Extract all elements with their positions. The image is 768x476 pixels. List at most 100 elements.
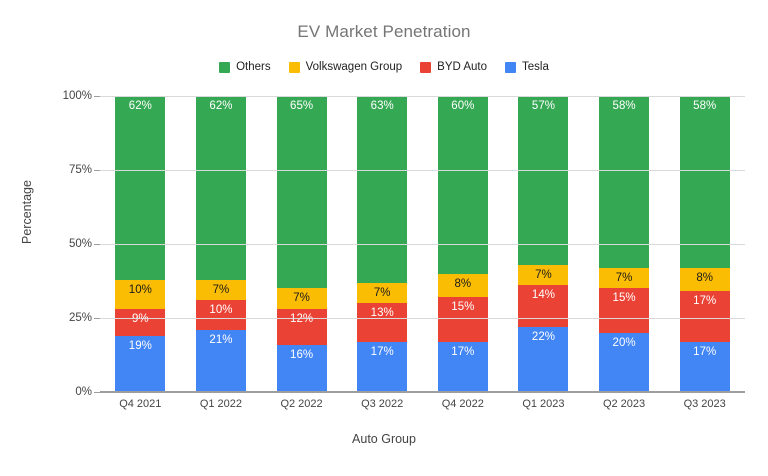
bar-value-label: 8% bbox=[696, 271, 713, 284]
bar-value-label: 15% bbox=[612, 292, 636, 305]
chart-title: EV Market Penetration bbox=[297, 22, 471, 41]
bar-value-label: 14% bbox=[531, 289, 555, 302]
bar-value-label: 8% bbox=[454, 277, 472, 290]
y-axis-tick-mark bbox=[94, 170, 100, 171]
x-axis-tick-label: Q3 2022 bbox=[361, 398, 404, 410]
bar-segment[interactable]: 19% bbox=[115, 335, 166, 392]
bar-segment[interactable]: 16% bbox=[276, 344, 327, 392]
bar-segment[interactable]: 8% bbox=[437, 273, 488, 298]
bar-group[interactable]: 21% 10% 7% 62% bbox=[195, 96, 246, 392]
bar-value-label: 65% bbox=[290, 100, 314, 113]
bar-segment[interactable]: 15% bbox=[599, 288, 650, 333]
x-axis-line bbox=[100, 391, 745, 393]
bar-value-label: 20% bbox=[612, 336, 636, 349]
legend-swatch-icon bbox=[219, 62, 231, 73]
bar-segment[interactable]: 63% bbox=[357, 96, 408, 283]
bar-group[interactable]: 22% 14% 7% 57% bbox=[518, 96, 569, 392]
legend-item-label: Volkswagen Group bbox=[305, 61, 403, 73]
bar-value-label: 22% bbox=[531, 330, 555, 343]
bar-value-label: 15% bbox=[451, 301, 475, 314]
y-axis-tick-mark bbox=[94, 318, 100, 319]
bar-value-label: 21% bbox=[209, 333, 233, 346]
bar-segment[interactable]: 10% bbox=[195, 300, 246, 330]
bar-segment[interactable]: 7% bbox=[599, 267, 650, 289]
legend-swatch-icon bbox=[420, 62, 432, 73]
chart-legend: Others Volkswagen Group BYD Auto Tesla bbox=[0, 61, 768, 73]
bar-value-label: 10% bbox=[128, 283, 152, 296]
legend-item[interactable]: Tesla bbox=[505, 61, 549, 73]
bar-segment[interactable]: 58% bbox=[599, 96, 650, 268]
bar-segment[interactable]: 17% bbox=[437, 341, 488, 392]
bar-segment[interactable]: 57% bbox=[518, 96, 569, 265]
legend-item-label: Others bbox=[236, 61, 271, 73]
bar-segment[interactable]: 14% bbox=[518, 285, 569, 327]
x-axis-tick-label: Q4 2021 bbox=[119, 398, 162, 410]
legend-item-label: BYD Auto bbox=[437, 61, 488, 73]
bar-segment[interactable]: 7% bbox=[518, 264, 569, 286]
bar-segment[interactable]: 62% bbox=[195, 96, 246, 280]
bar-value-label: 7% bbox=[373, 286, 391, 299]
x-axis-tick-label: Q3 2023 bbox=[683, 398, 726, 410]
bar-value-label: 63% bbox=[370, 100, 394, 113]
plot-area: 19% 9% 10% 62% 21% 10% 7% 62% 16% 12% 7% 65% 17% 13% 7… bbox=[100, 96, 745, 393]
bar-value-label: 62% bbox=[128, 100, 152, 113]
bar-value-label: 7% bbox=[212, 283, 230, 296]
bar-segment[interactable]: 60% bbox=[437, 96, 488, 274]
bar-group[interactable]: 17% 13% 7% 63% bbox=[357, 96, 408, 392]
bar-value-label: 17% bbox=[693, 345, 717, 358]
bar-value-label: 17% bbox=[370, 345, 394, 358]
gridline bbox=[100, 96, 745, 97]
bar-value-label: 62% bbox=[209, 100, 233, 113]
bar-value-label: 58% bbox=[693, 100, 717, 113]
y-axis-tick-label: 0% bbox=[75, 386, 92, 398]
bar-segment[interactable]: 65% bbox=[276, 96, 327, 289]
legend-item[interactable]: BYD Auto bbox=[420, 61, 488, 73]
legend-swatch-icon bbox=[288, 62, 300, 73]
bar-segment[interactable]: 17% bbox=[679, 341, 730, 392]
bar-segment[interactable]: 58% bbox=[679, 96, 730, 268]
bar-segment[interactable]: 17% bbox=[357, 341, 408, 392]
bar-value-label: 19% bbox=[128, 339, 152, 352]
bar-group[interactable]: 20% 15% 7% 58% bbox=[599, 96, 650, 392]
bar-value-label: 17% bbox=[693, 295, 717, 308]
gridline bbox=[100, 170, 745, 171]
bar-segment[interactable]: 12% bbox=[276, 309, 327, 345]
x-axis-tick-label: Q4 2022 bbox=[441, 398, 484, 410]
x-axis-tick-label: Q1 2023 bbox=[522, 398, 565, 410]
y-axis-tick-label: 25% bbox=[68, 312, 92, 324]
bar-segment[interactable]: 8% bbox=[679, 267, 730, 292]
bar-segment[interactable]: 15% bbox=[437, 297, 488, 342]
bar-segment[interactable]: 7% bbox=[276, 288, 327, 310]
bar-segment[interactable]: 20% bbox=[599, 332, 650, 392]
bar-value-label: 10% bbox=[209, 304, 233, 317]
gridline bbox=[100, 318, 745, 319]
bar-value-label: 58% bbox=[612, 100, 636, 113]
bar-segment[interactable]: 17% bbox=[679, 291, 730, 342]
y-axis-tick-label: 50% bbox=[68, 238, 92, 250]
legend-item[interactable]: Volkswagen Group bbox=[288, 61, 403, 73]
y-axis-tick-mark bbox=[94, 392, 100, 393]
bar-group[interactable]: 19% 9% 10% 62% bbox=[115, 96, 166, 392]
bar-segment[interactable]: 10% bbox=[115, 279, 166, 310]
legend-item[interactable]: Others bbox=[219, 61, 271, 73]
bar-value-label: 57% bbox=[531, 100, 555, 113]
bar-value-label: 12% bbox=[290, 313, 314, 326]
bar-segment[interactable]: 7% bbox=[357, 282, 408, 304]
y-axis-title: Percentage bbox=[20, 180, 34, 244]
x-axis-tick-label: Q2 2023 bbox=[602, 398, 646, 410]
bar-segment[interactable]: 13% bbox=[357, 303, 408, 342]
bar-value-label: 7% bbox=[535, 268, 552, 281]
bar-segment[interactable]: 62% bbox=[115, 96, 166, 280]
bar-segment[interactable]: 7% bbox=[195, 279, 246, 301]
x-axis-tick-label: Q2 2022 bbox=[280, 398, 323, 410]
bar-group[interactable]: 16% 12% 7% 65% bbox=[276, 96, 327, 392]
bar-group[interactable]: 17% 17% 8% 58% bbox=[679, 96, 730, 392]
bar-value-label: 17% bbox=[451, 345, 475, 358]
y-axis-tick-mark bbox=[94, 96, 100, 97]
bar-value-label: 9% bbox=[132, 313, 149, 326]
bar-segment[interactable]: 22% bbox=[518, 326, 569, 392]
bar-segment[interactable]: 9% bbox=[115, 309, 166, 336]
bar-segment[interactable]: 21% bbox=[195, 329, 246, 392]
bar-value-label: 16% bbox=[290, 348, 314, 361]
